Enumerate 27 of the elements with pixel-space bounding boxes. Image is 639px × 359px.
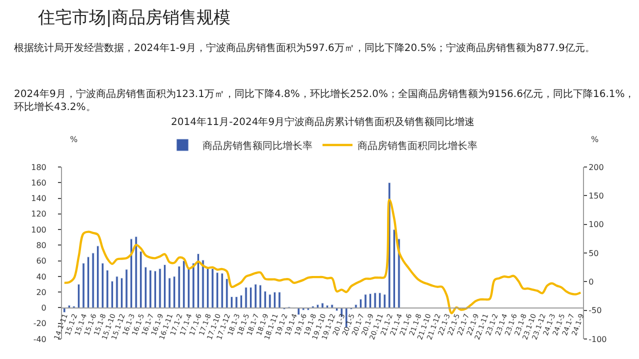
y-tick-label: 40 <box>36 272 46 282</box>
y2-axis-title: % <box>591 135 599 144</box>
y-tick-label: 60 <box>36 256 46 266</box>
y-tick-label: 20 <box>36 288 46 297</box>
y2-tick-label: 150 <box>588 191 604 200</box>
y-axis-title: % <box>70 135 78 144</box>
y2-tick-label: 0 <box>588 277 594 286</box>
y-tick-label: 180 <box>31 162 46 172</box>
y2-tick-label: 50 <box>588 248 599 258</box>
text: 2024年9月，宁波商品房销售面积为123.1万㎡，同比下降4.8%，环比增长252.0%；全国商品房销售额为9156.6亿元，同比下降16.1%，环比增长43.2%。 <box>14 88 635 113</box>
y-tick-label: 160 <box>31 178 46 188</box>
y-tick-label: -40 <box>33 334 46 344</box>
y2-tick-label: -50 <box>588 306 602 316</box>
y-tick-label: 100 <box>31 225 46 234</box>
chart-title: 住宅市场|商品房销售规模 <box>37 8 231 28</box>
legend-label: 商品房销售面积同比增长率 <box>358 140 478 152</box>
y-tick-label: 140 <box>31 194 46 204</box>
y2-tick-label: 100 <box>588 220 604 230</box>
y-tick-label: -20 <box>33 319 46 328</box>
y-tick-label: 0 <box>41 304 46 313</box>
y-tick-label: 120 <box>31 210 46 219</box>
text: 根据统计局开发经营数据，2024年1-9月，宁波商品房销售面积为597.6万㎡，同比下降20.5%；宁波商品房销售额为877.9亿元。 <box>14 42 595 54</box>
y2-tick-label: -100 <box>588 334 607 344</box>
chart-subtitle: 2014年11月-2024年9月宁波商品房累计销售面积及销售额同比增速 <box>171 116 475 128</box>
y-tick-label: 80 <box>36 240 46 250</box>
y2-tick-label: 200 <box>588 162 604 172</box>
legend-label: 商品房销售额同比增长率 <box>202 140 312 152</box>
